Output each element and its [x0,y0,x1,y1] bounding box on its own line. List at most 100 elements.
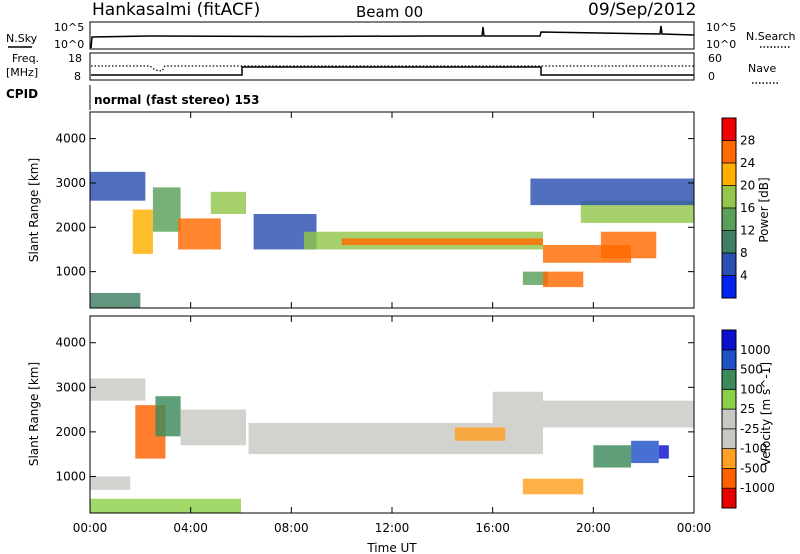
velocity-region-2 [90,476,131,490]
nave-trace [91,65,694,72]
power-colorbar-swatch-3 [722,208,736,231]
power-region-2 [132,209,153,254]
time-tick-label-1: 04:00 [173,521,208,535]
freq-tick-low: 8 [74,70,81,83]
power-region-3 [152,187,181,232]
velocity-colorbar-tick-label-0: -1000 [740,481,775,495]
power-y-tick-label-2: 3000 [55,176,86,190]
freq-frame [89,52,695,81]
power-y-label: Slant Range [km] [27,158,41,262]
power-colorbar-swatch-0 [722,275,736,299]
time-tick-label-4: 16:00 [475,521,510,535]
velocity-colorbar-swatch-1 [722,468,736,489]
velocity-colorbar-tick-label-4: 25 [740,402,755,416]
nave-label: Nave [748,62,776,75]
velocity-y-tick-label-3: 4000 [55,336,86,350]
power-y-tick-label-1: 2000 [55,220,86,234]
velocity-y-tick-label-0: 1000 [55,469,86,483]
velocity-colorbar-swatch-6 [722,369,736,390]
power-heatmap [90,171,694,308]
velocity-y-tick-label-1: 2000 [55,425,86,439]
noise-left-label: N.Sky [6,32,38,45]
velocity-region-9 [522,478,584,495]
velocity-panel: 1000 2000 3000 4000 Slant Range [km] -1000 -… [27,315,775,514]
velocity-colorbar-swatch-0 [722,488,736,509]
time-tick-label-3: 12:00 [375,521,410,535]
velocity-colorbar-tick-label-5: 100 [740,382,763,396]
velocity-y-axis: 1000 2000 3000 4000 [55,336,694,483]
velocity-region-10 [543,400,694,428]
power-region-0 [90,292,141,308]
nave-tick-low: 0 [708,70,715,83]
velocity-y-label: Slant Range [km] [27,362,41,466]
freq-unit-label: [MHz] [6,66,38,79]
power-region-9 [522,271,549,285]
cpid-label: CPID [6,87,38,101]
noise-frame [89,21,695,50]
power-colorbar-tick-label-6: 28 [740,134,755,148]
power-colorbar-tick-label-2: 12 [740,224,755,238]
time-tick-label-6: 00:00 [677,521,712,535]
noise-right-tick-low: 10^0 [706,38,736,51]
noise-panel: N.Sky 10^5 10^0 10^5 10^0 N.Search [6,21,796,51]
power-region-1 [90,171,146,201]
power-colorbar-swatch-2 [722,230,736,254]
station-title: Hankasalmi (fitACF) [92,0,260,20]
velocity-y-tick-label-2: 3000 [55,380,86,394]
power-colorbar-label: Power [dB] [757,177,771,242]
velocity-colorbar-swatch-5 [722,389,736,410]
power-colorbar-swatch-4 [722,185,736,209]
time-tick-label-5: 20:00 [576,521,611,535]
velocity-colorbar-tick-label-2: -100 [740,442,767,456]
noise-right-label: N.Search [746,30,796,43]
velocity-colorbar-label: Velocity [m s^-1] [759,362,773,466]
noise-sky-trace [90,25,695,49]
velocity-colorbar-swatch-4 [722,409,736,430]
power-region-13 [580,200,694,223]
time-x-axis: 00:00 04:00 08:00 12:00 16:00 20:00 00:00 [73,112,712,535]
velocity-heatmap [90,378,694,513]
velocity-region-4 [155,396,181,437]
velocity-colorbar-tick-label-1: -500 [740,461,767,475]
velocity-region-0 [90,498,241,513]
power-colorbar-swatch-1 [722,253,736,276]
power-colorbar-tick-label-5: 24 [740,156,755,170]
power-region-12 [600,231,657,259]
power-colorbar-tick-label-4: 20 [740,179,755,193]
power-region-14 [530,178,694,206]
velocity-region-7 [454,427,506,441]
freq-panel: Freq. [MHz] 18 8 60 0 Nave [6,52,778,84]
power-colorbar-swatch-6 [722,140,736,164]
noise-right-tick-high: 10^5 [706,21,736,34]
power-y-tick-label-3: 4000 [55,132,86,146]
velocity-colorbar-swatch-3 [722,428,736,450]
power-region-4 [178,218,221,250]
velocity-colorbar-tick-label-3: -25 [740,422,760,436]
velocity-region-13 [658,445,669,459]
freq-label: Freq. [12,52,39,65]
velocity-region-1 [90,378,146,401]
power-region-8 [341,238,543,246]
noise-left-tick-low: 10^0 [54,38,84,51]
velocity-colorbar-swatch-2 [722,448,736,469]
velocity-colorbar-frame [721,329,737,509]
power-colorbar-swatch-7 [722,118,736,141]
velocity-region-11 [593,445,632,468]
velocity-region-5 [180,409,247,446]
nave-tick-high: 60 [708,52,722,65]
time-tick-label-0: 00:00 [73,521,108,535]
beam-label: Beam 00 [356,3,423,21]
velocity-region-12 [631,440,659,464]
velocity-colorbar-tick-label-6: 500 [740,363,763,377]
power-colorbar-tick-label-1: 8 [740,246,748,260]
power-colorbar-tick-label-3: 16 [740,201,755,215]
velocity-region-8 [492,391,543,423]
power-colorbar-swatch-5 [722,163,736,186]
power-panel: 1000 2000 3000 4000 Slant Range [km] 4 8 12 16… [27,111,771,309]
power-colorbar-tick-label-0: 4 [740,269,748,283]
velocity-colorbar-tick-label-7: 1000 [740,343,771,357]
power-y-axis: 1000 2000 3000 4000 [55,132,694,279]
freq-tick-high: 18 [68,52,82,65]
cpid-program: normal (fast stereo) 153 [94,93,260,107]
